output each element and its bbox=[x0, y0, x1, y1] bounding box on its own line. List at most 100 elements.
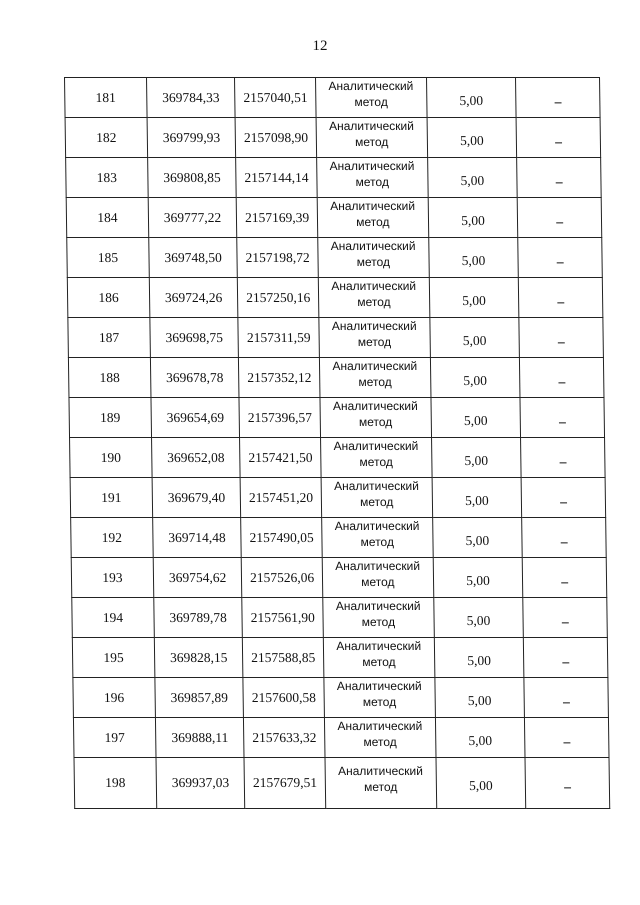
note-cell: – bbox=[516, 157, 602, 198]
point-number-cell: 190 bbox=[69, 437, 152, 478]
accuracy: 5,00 bbox=[462, 292, 486, 308]
y-coordinate-cell: 2157561,90 bbox=[242, 597, 324, 638]
y-coordinate-cell: 2157588,85 bbox=[242, 637, 324, 678]
x-coordinate: 369784,33 bbox=[162, 89, 220, 105]
x-coordinate-cell: 369808,85 bbox=[147, 157, 237, 198]
method-cell: Аналитический метод bbox=[318, 317, 430, 358]
y-coordinate-cell: 2157352,12 bbox=[238, 357, 320, 398]
note: – bbox=[554, 93, 562, 109]
method: Аналитический метод bbox=[336, 678, 422, 709]
method: Аналитический метод bbox=[332, 398, 418, 429]
x-coordinate: 369857,89 bbox=[170, 689, 229, 705]
point-number: 184 bbox=[97, 209, 118, 225]
point-number-cell: 198 bbox=[74, 757, 157, 809]
method: Аналитический метод bbox=[334, 518, 420, 549]
point-number-cell: 197 bbox=[73, 717, 156, 758]
x-coordinate-cell: 369678,78 bbox=[150, 357, 240, 398]
y-coordinate-cell: 2157396,57 bbox=[239, 397, 321, 438]
table-row: 196 369857,89 2157600,58 Аналитический метод… bbox=[72, 677, 609, 718]
note-cell: – bbox=[523, 597, 608, 638]
y-coordinate: 2157198,72 bbox=[245, 249, 310, 265]
accuracy-cell: 5,00 bbox=[428, 237, 519, 278]
x-coordinate: 369679,40 bbox=[167, 489, 226, 505]
point-number: 182 bbox=[96, 129, 117, 145]
table-row: 195 369828,15 2157588,85 Аналитический метод… bbox=[72, 637, 608, 678]
point-number-cell: 183 bbox=[65, 157, 149, 198]
accuracy-cell: 5,00 bbox=[431, 437, 522, 478]
y-coordinate: 2157679,51 bbox=[252, 775, 318, 790]
x-coordinate: 369808,85 bbox=[163, 169, 221, 185]
accuracy-cell: 5,00 bbox=[427, 157, 518, 198]
method: Аналитический метод bbox=[329, 158, 415, 189]
x-coordinate: 369714,48 bbox=[168, 529, 226, 545]
accuracy-cell: 5,00 bbox=[428, 277, 520, 318]
accuracy-cell: 5,00 bbox=[432, 557, 524, 598]
method: Аналитический метод bbox=[331, 278, 417, 309]
x-coordinate-cell: 369828,15 bbox=[154, 637, 244, 678]
method: Аналитический метод bbox=[330, 238, 416, 269]
x-coordinate: 369698,75 bbox=[165, 329, 224, 345]
point-number-cell: 182 bbox=[65, 117, 148, 158]
method-cell: Аналитический метод bbox=[318, 277, 430, 318]
x-coordinate-cell: 369857,89 bbox=[154, 677, 244, 718]
method-cell: Аналитический метод bbox=[321, 477, 433, 518]
note: – bbox=[560, 533, 568, 549]
y-coordinate: 2157421,50 bbox=[248, 449, 313, 465]
x-coordinate-cell: 369679,40 bbox=[151, 477, 241, 518]
accuracy: 5,00 bbox=[468, 778, 493, 793]
method: Аналитический метод bbox=[330, 198, 416, 229]
point-number-cell: 196 bbox=[72, 677, 156, 718]
note: – bbox=[558, 413, 566, 429]
x-coordinate: 369799,93 bbox=[162, 129, 221, 145]
accuracy: 5,00 bbox=[467, 692, 492, 708]
x-coordinate: 369937,03 bbox=[171, 775, 230, 790]
note-cell: – bbox=[522, 557, 607, 598]
x-coordinate-cell: 369937,03 bbox=[155, 757, 246, 809]
note: – bbox=[558, 373, 566, 389]
y-coordinate: 2157526,06 bbox=[249, 569, 315, 585]
y-coordinate: 2157561,90 bbox=[250, 609, 315, 625]
point-number: 186 bbox=[98, 289, 119, 305]
point-number: 195 bbox=[103, 649, 124, 665]
y-coordinate: 2157352,12 bbox=[247, 369, 312, 385]
accuracy: 5,00 bbox=[466, 572, 490, 588]
method-cell: Аналитический метод bbox=[317, 237, 429, 278]
y-coordinate-cell: 2157526,06 bbox=[241, 557, 323, 598]
x-coordinate-cell: 369784,33 bbox=[146, 77, 236, 118]
x-coordinate: 369777,22 bbox=[163, 209, 222, 225]
x-coordinate-cell: 369724,26 bbox=[149, 277, 239, 318]
accuracy-cell: 5,00 bbox=[435, 757, 527, 809]
table-row: 188 369678,78 2157352,12 Аналитический метод… bbox=[68, 357, 604, 398]
accuracy-cell: 5,00 bbox=[426, 77, 517, 118]
table-row: 194 369789,78 2157561,90 Аналитический метод… bbox=[71, 597, 608, 638]
point-number-cell: 186 bbox=[67, 277, 150, 318]
point-number-cell: 187 bbox=[67, 317, 151, 358]
method: Аналитический метод bbox=[333, 438, 419, 469]
y-coordinate: 2157040,51 bbox=[243, 89, 308, 105]
coordinates-table: 181 369784,33 2157040,51 Аналитический метод… bbox=[64, 77, 610, 809]
point-number: 193 bbox=[102, 569, 123, 585]
method-cell: Аналитический метод bbox=[322, 557, 434, 598]
note: – bbox=[562, 653, 570, 669]
accuracy-cell: 5,00 bbox=[426, 117, 517, 158]
point-number: 185 bbox=[97, 249, 119, 265]
y-coordinate-cell: 2157490,05 bbox=[240, 517, 323, 558]
x-coordinate-cell: 369714,48 bbox=[152, 517, 242, 558]
method-cell: Аналитический метод bbox=[325, 757, 437, 809]
x-coordinate: 369789,78 bbox=[169, 609, 227, 625]
table-row: 197 369888,11 2157633,32 Аналитический метод… bbox=[73, 717, 610, 758]
y-coordinate: 2157098,90 bbox=[243, 129, 309, 145]
y-coordinate-cell: 2157250,16 bbox=[237, 277, 319, 318]
method-cell: Аналитический метод bbox=[316, 157, 428, 198]
accuracy: 5,00 bbox=[461, 252, 486, 268]
note: – bbox=[557, 333, 565, 349]
y-coordinate-cell: 2157144,14 bbox=[235, 157, 318, 198]
note-cell: – bbox=[521, 517, 607, 558]
method-cell: Аналитический метод bbox=[319, 357, 431, 398]
note-cell: – bbox=[524, 677, 609, 718]
accuracy-cell: 5,00 bbox=[429, 317, 520, 358]
y-coordinate: 2157396,57 bbox=[247, 409, 313, 425]
point-number-cell: 194 bbox=[71, 597, 155, 638]
accuracy: 5,00 bbox=[460, 172, 485, 188]
